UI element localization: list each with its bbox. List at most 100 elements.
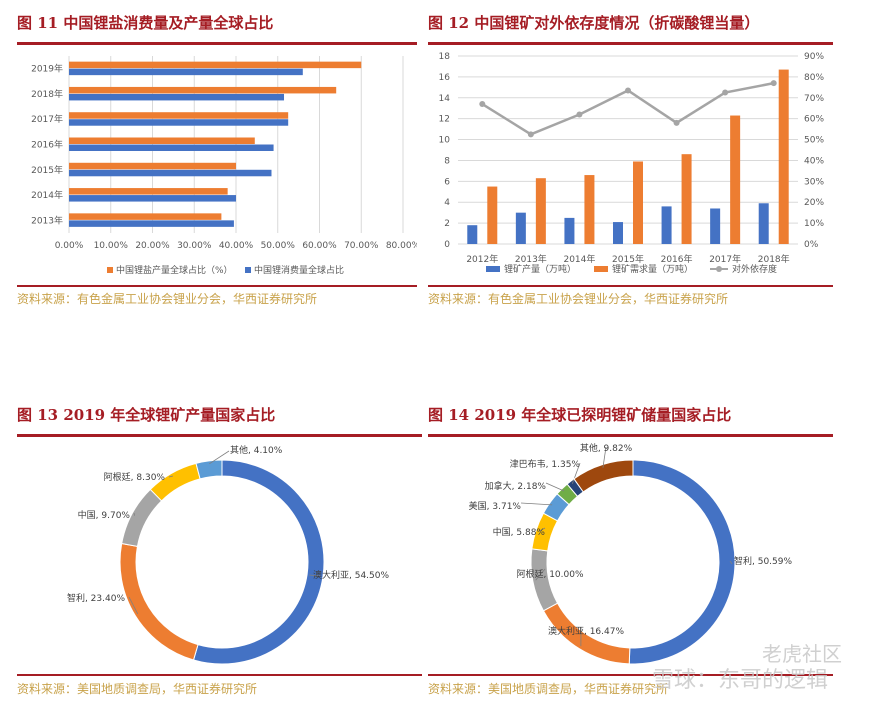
fig13-slice-label: 中国, 9.70% [78,509,131,521]
fig12-x-tick-label: 2012年 [466,253,498,265]
fig14-slice-label: 美国, 3.71% [469,500,522,512]
fig12-legend-label: 锂矿产量（万吨） [504,263,576,275]
fig14-bottom-rule [428,674,833,676]
fig12-legend-marker [716,266,722,272]
fig12-legend-label: 对外依存度 [732,263,777,275]
fig11-x-tick-label: 60.00% [302,241,337,251]
fig12-line-point [576,111,583,118]
fig12-line-point [479,101,486,108]
fig13-leader-line [209,450,230,465]
fig11-bar [69,162,236,170]
fig11-legend-swatch [107,267,113,273]
fig11-bar [69,169,272,177]
fig12-y-left-tick: 2 [444,219,450,229]
fig12-y-left-tick: 10 [439,136,451,146]
fig13-leader-line [133,512,135,516]
fig12-bar [535,178,546,244]
fig11-bar [69,112,289,119]
fig12-bar [661,206,672,244]
fig12-chart: 0 0% 2 10% 4 20% 6 30% 8 40% 10 50% 12 60% 14 70% 16 80% 1… [439,52,825,275]
fig12-x-tick-label: 2013年 [515,253,547,265]
fig11-source: 资料来源：有色金属工业协会锂业分会，华西证券研究所 [17,292,318,306]
fig12-bar [564,217,575,244]
fig14-slice-label: 其他, 9.82% [580,442,633,454]
fig12-y-left-tick: 18 [439,52,451,62]
fig13-title: 图 13 2019 年全球锂矿产量国家占比 [17,406,276,424]
fig12-y-right-tick: 30% [804,177,824,187]
fig11-x-tick-label: 40.00% [219,241,254,251]
fig12-bar [778,69,789,244]
fig11-y-tick-label: 2014年 [31,189,63,201]
fig11-y-tick-label: 2017年 [31,113,63,125]
fig14-slice-label: 智利, 50.59% [734,555,792,567]
fig12-y-right-tick: 60% [804,115,824,125]
fig13-chart: 澳大利亚, 54.50% 智利, 23.40% 中国, 9.70% 阿根廷, 8.30… [67,444,389,665]
panel-fig13: 图 13 2019 年全球锂矿产量国家占比 澳大利亚, 54.50% 智利, 23… [17,404,422,702]
fig14-slice [628,459,736,665]
fig14-leader-line [729,560,733,565]
panel-fig14: 图 14 2019 年全球已探明锂矿储量国家占比 智利, 50.59% 澳大利亚,… [428,404,833,702]
fig11-bar [69,213,222,220]
fig11-bar [69,61,362,69]
fig12-y-left-tick: 6 [444,177,450,187]
fig12-x-tick-label: 2015年 [612,253,644,265]
fig13-title-rule [17,434,422,437]
fig11-bar [69,188,228,195]
fig13-slice-label: 智利, 23.40% [67,592,125,604]
fig12-bar [710,208,721,244]
fig14-chart: 智利, 50.59% 澳大利亚, 16.47% 阿根廷, 10.00% 中国, 5.8… [469,442,792,665]
fig12-legend-swatch [594,266,608,272]
fig12-line-point [527,131,534,138]
fig12-title: 图 12 中国锂矿对外依存度情况（折碳酸锂当量） [428,14,760,32]
fig11-y-tick-label: 2015年 [31,164,63,176]
fig11-bar [69,144,274,151]
fig12-line-point [625,87,631,94]
fig12-bar [467,225,478,244]
fig13-slice [195,459,223,480]
fig12-y-left-tick: 16 [439,73,451,83]
fig12-line-point [722,89,729,96]
fig11-bar [69,195,236,202]
fig12-x-tick-label: 2016年 [661,253,693,265]
fig11-x-tick-label: 50.00% [261,241,296,251]
fig14-slice [573,459,634,493]
fig11-legend-label: 中国锂消费量全球占比 [254,264,344,276]
fig13-slice [192,459,325,665]
fig12-y-right-tick: 10% [804,219,824,229]
fig14-leader-line [535,568,546,581]
fig14-leader-line [545,482,565,492]
fig12-bar [515,212,526,244]
fig11-chart: 0.00% 10.00% 20.00% 30.00% 40.00% 50.00% 60.00… [31,56,417,276]
fig11-title-rule [17,42,417,45]
fig11-bar [69,137,255,144]
fig14-slice-label: 澳大利亚, 16.47% [548,625,624,637]
fig12-x-tick-label: 2018年 [758,253,790,265]
fig12-y-left-tick: 4 [444,198,450,208]
fig11-bar [69,119,289,126]
fig12-y-right-tick: 70% [804,94,824,104]
fig11-y-tick-label: 2013年 [31,214,63,226]
fig14-title-rule [428,434,833,437]
fig11-bar [69,220,234,227]
fig12-y-right-tick: 50% [804,136,824,146]
fig14-slice-label: 阿根廷, 10.00% [516,568,583,580]
fig12-x-tick-label: 2014年 [563,253,595,265]
fig12-bar [758,203,769,244]
fig13-slice-label: 澳大利亚, 54.50% [313,569,389,581]
fig14-slice-label: 中国, 5.88% [493,526,546,538]
fig14-leader-line [571,462,581,484]
fig13-slice-label: 其他, 4.10% [230,444,283,456]
fig12-bar [584,175,595,244]
fig11-bar [69,86,337,94]
fig11-x-tick-label: 20.00% [135,241,170,251]
fig11-y-tick-label: 2018年 [31,88,63,100]
fig11-x-tick-label: 80.00% [386,241,417,251]
fig11-legend-swatch [245,267,251,273]
fig13-source: 资料来源：美国地质调查局，华西证券研究所 [17,682,258,696]
fig12-bar [487,186,498,244]
fig13-bottom-rule [17,674,422,676]
fig14-leader-line [538,527,546,532]
fig14-leader-line [520,502,553,506]
fig13-slice-label: 阿根廷, 8.30% [104,471,166,483]
fig12-bar [633,161,643,244]
